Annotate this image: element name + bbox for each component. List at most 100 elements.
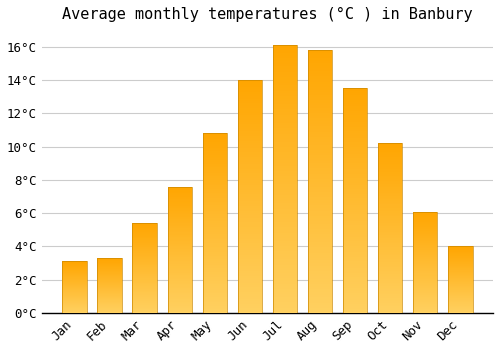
Bar <box>413 293 438 294</box>
Bar <box>343 212 367 214</box>
Bar <box>272 104 297 107</box>
Bar <box>413 257 438 258</box>
Bar <box>168 302 192 303</box>
Bar <box>413 221 438 222</box>
Bar <box>308 126 332 129</box>
Bar <box>378 226 402 228</box>
Bar <box>343 234 367 237</box>
Bar <box>413 230 438 231</box>
Bar <box>168 236 192 237</box>
Bar <box>448 308 472 309</box>
Bar <box>202 311 227 313</box>
Bar <box>343 223 367 225</box>
Bar <box>378 191 402 192</box>
Bar <box>413 240 438 241</box>
Bar <box>413 270 438 271</box>
Bar <box>378 298 402 300</box>
Bar <box>168 251 192 252</box>
Bar <box>132 292 157 293</box>
Bar <box>343 279 367 282</box>
Bar <box>98 274 122 275</box>
Bar <box>308 87 332 90</box>
Bar <box>308 53 332 55</box>
Bar <box>413 310 438 311</box>
Bar <box>132 235 157 236</box>
Bar <box>308 140 332 142</box>
Bar <box>132 269 157 270</box>
Bar <box>238 229 262 231</box>
Bar <box>132 228 157 229</box>
Bar <box>413 242 438 243</box>
Bar <box>132 225 157 226</box>
Bar <box>62 261 87 262</box>
Bar <box>168 204 192 205</box>
Bar <box>448 263 472 264</box>
Bar <box>98 283 122 284</box>
Bar <box>343 115 367 118</box>
Bar <box>132 288 157 289</box>
Bar <box>413 225 438 226</box>
Bar <box>272 182 297 184</box>
Bar <box>378 220 402 222</box>
Bar <box>413 233 438 234</box>
Bar <box>378 174 402 176</box>
Bar <box>168 299 192 300</box>
Bar <box>272 45 297 313</box>
Bar <box>448 270 472 271</box>
Bar <box>343 198 367 201</box>
Bar <box>238 299 262 301</box>
Bar <box>238 89 262 92</box>
Bar <box>272 249 297 251</box>
Bar <box>272 131 297 133</box>
Bar <box>413 265 438 266</box>
Bar <box>202 275 227 277</box>
Bar <box>308 232 332 234</box>
Bar <box>308 310 332 313</box>
Bar <box>238 280 262 283</box>
Bar <box>238 138 262 141</box>
Bar <box>343 91 367 93</box>
Bar <box>378 216 402 218</box>
Bar <box>308 200 332 203</box>
Bar <box>168 195 192 197</box>
Bar <box>132 262 157 263</box>
Bar <box>413 263 438 264</box>
Bar <box>343 138 367 140</box>
Bar <box>308 150 332 153</box>
Bar <box>168 275 192 276</box>
Bar <box>272 168 297 171</box>
Bar <box>343 300 367 302</box>
Bar <box>168 310 192 312</box>
Bar <box>272 235 297 238</box>
Bar <box>132 249 157 250</box>
Bar <box>238 162 262 164</box>
Bar <box>378 269 402 271</box>
Bar <box>448 287 472 288</box>
Bar <box>308 90 332 92</box>
Bar <box>238 224 262 227</box>
Bar <box>168 232 192 233</box>
Bar <box>272 284 297 286</box>
Bar <box>168 293 192 294</box>
Bar <box>168 254 192 255</box>
Bar <box>448 247 472 248</box>
Bar <box>378 193 402 194</box>
Bar <box>272 201 297 203</box>
Bar <box>168 205 192 207</box>
Bar <box>238 218 262 220</box>
Bar <box>98 309 122 310</box>
Bar <box>272 171 297 174</box>
Bar <box>378 276 402 278</box>
Bar <box>132 297 157 298</box>
Bar <box>378 201 402 203</box>
Bar <box>308 224 332 226</box>
Bar <box>343 214 367 216</box>
Bar <box>168 278 192 279</box>
Bar <box>168 303 192 304</box>
Bar <box>168 244 192 245</box>
Bar <box>343 295 367 298</box>
Bar <box>448 273 472 274</box>
Bar <box>448 261 472 262</box>
Bar <box>378 148 402 150</box>
Bar <box>98 286 122 287</box>
